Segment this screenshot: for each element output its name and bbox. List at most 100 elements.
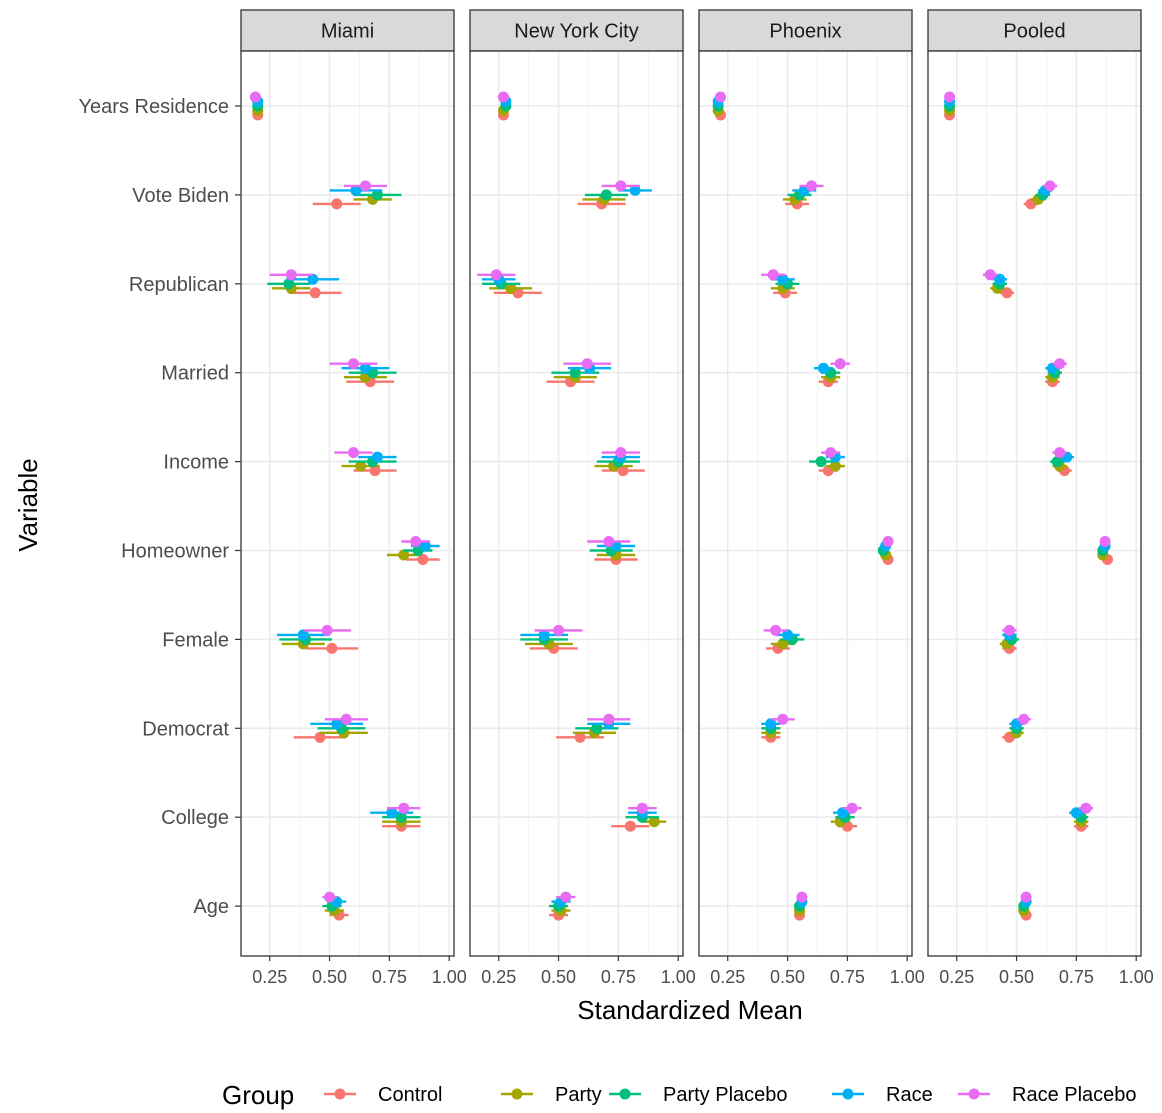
- facet-label: Miami: [321, 21, 374, 43]
- facet-panels: Miami 0.25 0.50 0.75 1.00 New York City 0.25 0.…: [241, 10, 1154, 987]
- point-control: [310, 287, 321, 298]
- legend-title: Group: [222, 1080, 294, 1110]
- point-race-placebo: [637, 803, 648, 814]
- y-tick-label: Age: [193, 896, 229, 918]
- facet-label: Pooled: [1003, 21, 1065, 43]
- point-race-placebo: [825, 447, 836, 458]
- x-tick-label: 0.50: [770, 967, 805, 987]
- point-race-placebo: [1080, 803, 1091, 814]
- y-tick-label: Married: [161, 363, 229, 385]
- x-tick-label: 1.00: [890, 967, 925, 987]
- legend-key-point: [335, 1089, 346, 1100]
- point-race-placebo: [768, 269, 779, 280]
- legend-item-control: Control: [324, 1084, 442, 1106]
- legend-item-party: Party: [501, 1084, 602, 1106]
- point-race: [372, 452, 383, 463]
- point-race-placebo: [603, 536, 614, 547]
- point-race-placebo: [1054, 358, 1065, 369]
- x-tick-label: 0.25: [939, 967, 974, 987]
- y-tick-label: Democrat: [142, 718, 229, 740]
- y-tick-label: College: [161, 807, 229, 829]
- point-race-placebo: [498, 92, 509, 103]
- facet-label: New York City: [514, 21, 639, 43]
- point-race-placebo: [770, 625, 781, 636]
- facet-miami: Miami 0.25 0.50 0.75 1.00: [241, 10, 467, 987]
- point-race-placebo: [1054, 447, 1065, 458]
- y-tick-label: Vote Biden: [132, 185, 229, 207]
- x-tick-label: 0.75: [601, 967, 636, 987]
- point-race-placebo: [715, 92, 726, 103]
- point-race-placebo: [348, 358, 359, 369]
- legend-item-race-placebo: Race Placebo: [958, 1084, 1137, 1106]
- legend-key-point: [843, 1089, 854, 1100]
- point-race-placebo: [491, 269, 502, 280]
- y-tick-label: Homeowner: [121, 541, 229, 563]
- point-race-placebo: [883, 536, 894, 547]
- y-axis-tick-labels: Years Residence Vote Biden Republican Marri…: [79, 96, 241, 918]
- x-tick-label: 0.25: [710, 967, 745, 987]
- point-race-placebo: [348, 447, 359, 458]
- y-tick-label: Income: [163, 452, 229, 474]
- point-race-placebo: [341, 714, 352, 725]
- x-tick-label: 0.25: [481, 967, 516, 987]
- point-control: [625, 821, 636, 832]
- legend-key-point: [620, 1089, 631, 1100]
- point-race-placebo: [1018, 714, 1029, 725]
- x-tick-label: 0.50: [999, 967, 1034, 987]
- point-race-placebo: [603, 714, 614, 725]
- legend-label: Race Placebo: [1012, 1084, 1137, 1106]
- point-race-placebo: [847, 803, 858, 814]
- point-race-placebo: [324, 892, 335, 903]
- point-race-placebo: [944, 92, 955, 103]
- x-tick-label: 0.50: [541, 967, 576, 987]
- point-race-placebo: [553, 625, 564, 636]
- x-tick-label: 0.25: [252, 967, 287, 987]
- point-race-placebo: [410, 536, 421, 547]
- point-race-placebo: [1100, 536, 1111, 547]
- point-race: [818, 363, 829, 374]
- point-race-placebo: [796, 892, 807, 903]
- legend-label: Control: [378, 1084, 442, 1106]
- y-tick-label: Years Residence: [79, 96, 229, 118]
- legend-key-point: [512, 1089, 523, 1100]
- legend-item-race: Race: [832, 1084, 933, 1106]
- x-axis-title: Standardized Mean: [577, 995, 802, 1025]
- point-race-placebo: [1004, 625, 1015, 636]
- legend-label: Party: [555, 1084, 602, 1106]
- point-race-placebo: [560, 892, 571, 903]
- legend-item-party-placebo: Party Placebo: [609, 1084, 788, 1106]
- y-tick-label: Republican: [129, 274, 229, 296]
- point-race-placebo: [582, 358, 593, 369]
- point-control: [331, 198, 342, 209]
- point-race-placebo: [286, 269, 297, 280]
- legend: Group Control Party Party Placebo Race Race …: [222, 1080, 1137, 1110]
- point-race-placebo: [806, 180, 817, 191]
- legend-label: Party Placebo: [663, 1084, 788, 1106]
- point-race-placebo: [985, 269, 996, 280]
- x-tick-label: 1.00: [432, 967, 467, 987]
- x-tick-label: 0.50: [312, 967, 347, 987]
- point-control: [326, 643, 337, 654]
- point-race-placebo: [615, 180, 626, 191]
- legend-label: Race: [886, 1084, 933, 1106]
- legend-key-point: [969, 1089, 980, 1100]
- x-tick-label: 1.00: [1119, 967, 1154, 987]
- y-tick-label: Female: [162, 629, 229, 651]
- x-tick-label: 0.75: [1059, 967, 1094, 987]
- point-race-placebo: [322, 625, 333, 636]
- point-party-placebo: [601, 189, 612, 200]
- x-tick-label: 0.75: [830, 967, 865, 987]
- point-race-placebo: [777, 714, 788, 725]
- x-tick-label: 1.00: [661, 967, 696, 987]
- point-race-placebo: [615, 447, 626, 458]
- point-party-placebo: [816, 456, 827, 467]
- point-race-placebo: [360, 180, 371, 191]
- facet-label: Phoenix: [769, 21, 841, 43]
- point-race-placebo: [835, 358, 846, 369]
- facet-phoenix: Phoenix 0.25 0.50 0.75 1.00: [699, 10, 925, 987]
- panel-background: [928, 51, 1141, 956]
- point-race-placebo: [1021, 892, 1032, 903]
- point-race-placebo: [1045, 180, 1056, 191]
- point-race-placebo: [398, 803, 409, 814]
